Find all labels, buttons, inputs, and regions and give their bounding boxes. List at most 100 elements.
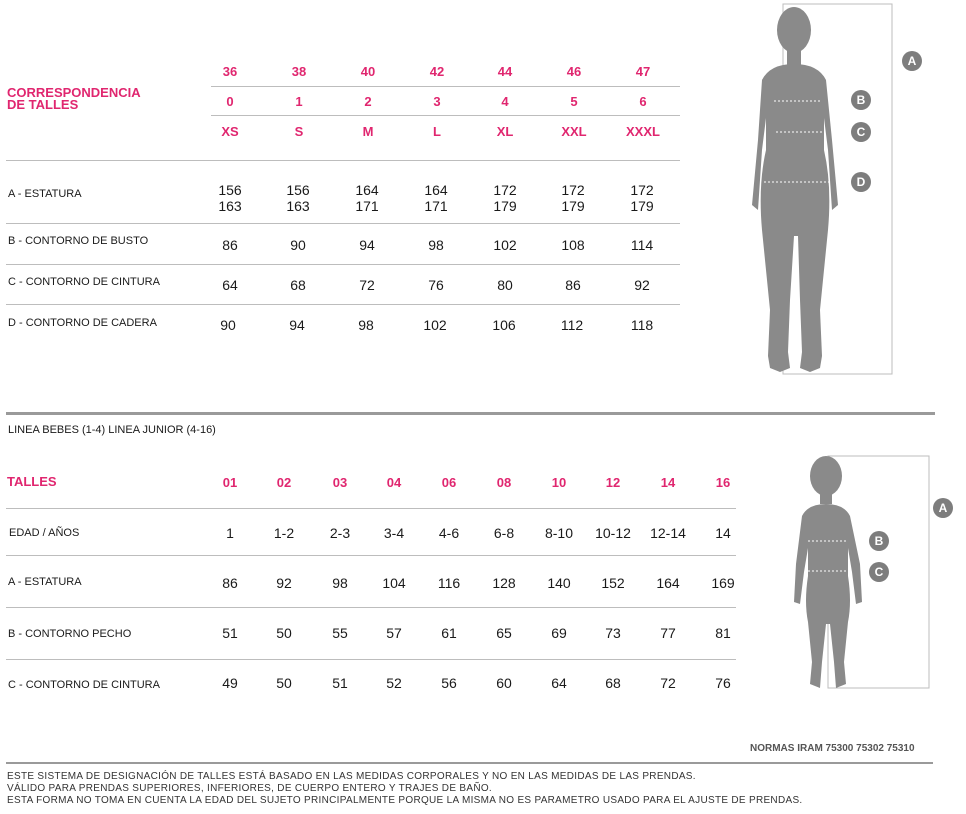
kids-estatura-10: 140 (547, 575, 571, 591)
kids-cintura-04: 52 (386, 675, 402, 691)
row-label-cadera: D - CONTORNO DE CADERA (8, 317, 157, 329)
cell-cadera-s: 94 (289, 317, 305, 333)
size-letter-s: S (294, 124, 304, 139)
kids-pecho-16: 81 (715, 625, 731, 641)
kids-label-pecho: B - CONTORNO PECHO (8, 628, 132, 640)
divider (6, 264, 680, 265)
cell-busto-xxxl: 114 (630, 237, 654, 253)
kids-cintura-16: 76 (715, 675, 731, 691)
divider (6, 223, 680, 224)
size-num-44: 44 (497, 64, 513, 79)
kids-estatura-06: 116 (437, 575, 461, 591)
kids-cintura-02: 50 (276, 675, 292, 691)
size-num-38: 38 (291, 64, 307, 79)
kid-badge-a: A (933, 498, 953, 518)
cell-cintura-m: 72 (359, 277, 375, 293)
badge-b: B (851, 90, 871, 110)
kids-size-01: 01 (222, 475, 238, 490)
size-num-36: 36 (222, 64, 238, 79)
kids-pecho-14: 77 (660, 625, 676, 641)
cell-cintura-xl: 80 (497, 277, 513, 293)
kids-edad-14: 12-14 (650, 525, 686, 541)
kids-pecho-04: 57 (386, 625, 402, 641)
kids-pecho-01: 51 (222, 625, 238, 641)
size-idx-1: 1 (295, 94, 303, 109)
divider (6, 555, 736, 556)
size-num-46: 46 (566, 64, 582, 79)
size-letter-xs: XS (221, 124, 239, 139)
divider (211, 86, 680, 87)
size-letter-xxl: XXL (561, 124, 587, 139)
divider (6, 304, 680, 305)
cell-cadera-xs: 90 (220, 317, 236, 333)
footer-divider (6, 762, 933, 764)
cell-estatura-m: 164 171 (355, 182, 379, 214)
size-letter-xl: XL (496, 124, 514, 139)
cell-cadera-xxl: 112 (560, 317, 584, 333)
kid-badge-c: C (869, 562, 889, 582)
kids-table-title: TALLES (7, 474, 57, 489)
kids-pecho-08: 65 (496, 625, 512, 641)
cell-cintura-l: 76 (428, 277, 444, 293)
lines-caption: LINEA BEBES (1-4) LINEA JUNIOR (4-16) (8, 424, 216, 436)
norms-label: NORMAS IRAM 75300 75302 75310 (750, 743, 915, 754)
cell-estatura-xxl: 172 179 (561, 182, 585, 214)
divider (211, 115, 680, 116)
footer-note-1: ESTE SISTEMA DE DESIGNACIÓN DE TALLES ES… (7, 771, 696, 782)
cell-busto-xxl: 108 (561, 237, 585, 253)
cell-cadera-l: 102 (423, 317, 447, 333)
kids-pecho-12: 73 (605, 625, 621, 641)
kids-estatura-03: 98 (332, 575, 348, 591)
size-num-47: 47 (635, 64, 651, 79)
cell-cadera-xl: 106 (492, 317, 516, 333)
cell-busto-l: 98 (428, 237, 444, 253)
kids-size-02: 02 (276, 475, 292, 490)
kids-cintura-14: 72 (660, 675, 676, 691)
kids-size-03: 03 (332, 475, 348, 490)
cell-busto-xs: 86 (222, 237, 238, 253)
kids-edad-06: 4-6 (438, 525, 460, 541)
cell-cintura-xxl: 86 (565, 277, 581, 293)
badge-a: A (902, 51, 922, 71)
size-idx-6: 6 (639, 94, 647, 109)
divider (6, 160, 680, 161)
size-num-42: 42 (429, 64, 445, 79)
kids-pecho-10: 69 (551, 625, 567, 641)
kids-edad-10: 8-10 (544, 525, 574, 541)
kids-edad-12: 10-12 (595, 525, 631, 541)
adult-title-line2: DE TALLES (7, 97, 79, 112)
kids-pecho-03: 55 (332, 625, 348, 641)
badge-d: D (851, 172, 871, 192)
kids-size-04: 04 (386, 475, 402, 490)
kids-edad-04: 3-4 (383, 525, 405, 541)
size-letter-xxxl: XXXL (626, 124, 660, 139)
kid-badge-b: B (869, 531, 889, 551)
kids-size-16: 16 (715, 475, 731, 490)
kids-estatura-04: 104 (382, 575, 406, 591)
kids-estatura-12: 152 (601, 575, 625, 591)
cell-cintura-xs: 64 (222, 277, 238, 293)
kids-label-cintura: C - CONTORNO DE CINTURA (8, 679, 160, 691)
kids-estatura-16: 169 (711, 575, 735, 591)
adult-table-title: CORRESPONDENCIA DE TALLES (7, 85, 141, 112)
size-idx-0: 0 (226, 94, 234, 109)
cell-estatura-xxxl: 172 179 (630, 182, 654, 214)
kids-edad-01: 1 (226, 525, 234, 541)
kids-edad-08: 6-8 (493, 525, 515, 541)
kids-cintura-10: 64 (551, 675, 567, 691)
kids-size-10: 10 (551, 475, 567, 490)
adult-title-line1: CORRESPONDENCIA (7, 85, 141, 100)
size-letter-m: M (362, 124, 374, 139)
divider (6, 659, 736, 660)
kids-cintura-01: 49 (222, 675, 238, 691)
kids-size-06: 06 (441, 475, 457, 490)
size-num-40: 40 (360, 64, 376, 79)
kids-pecho-02: 50 (276, 625, 292, 641)
cell-busto-m: 94 (359, 237, 375, 253)
cell-cadera-xxxl: 118 (630, 317, 654, 333)
kids-estatura-01: 86 (222, 575, 238, 591)
cell-estatura-l: 164 171 (424, 182, 448, 214)
cell-estatura-xs: 156 163 (218, 182, 242, 214)
size-idx-4: 4 (501, 94, 509, 109)
cell-cintura-xxxl: 92 (634, 277, 650, 293)
